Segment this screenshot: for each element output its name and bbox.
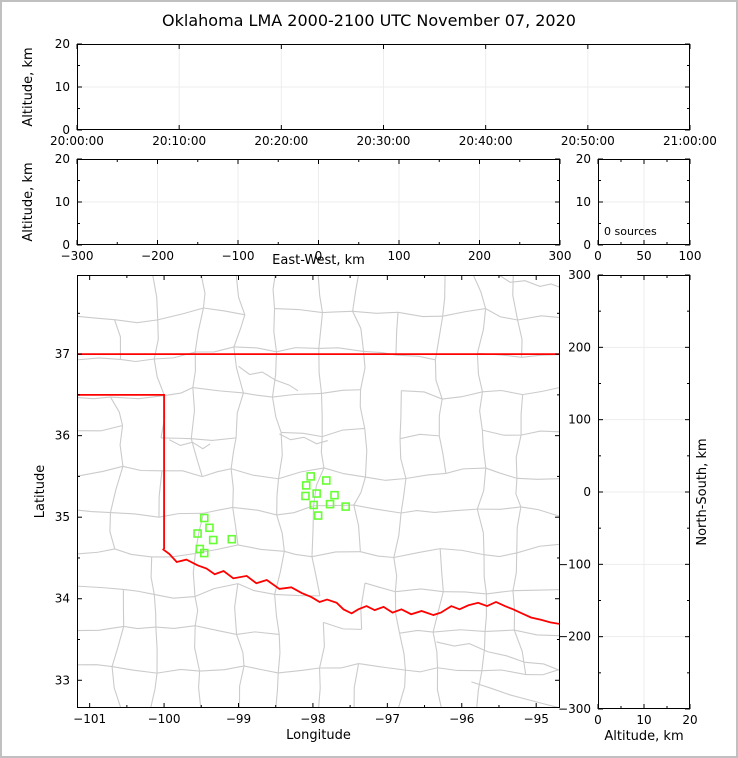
x-tick-label: −300: [61, 249, 94, 263]
river-boundary: [169, 439, 211, 450]
y-tick-label: 100: [568, 413, 591, 427]
x-tick-label: −97: [375, 712, 400, 726]
lma-station-marker: [193, 529, 202, 538]
x-tick-label: 21:00:00: [663, 134, 717, 148]
x-tick-label: −101: [73, 712, 106, 726]
lma-station-marker: [309, 500, 318, 510]
x-tick-label: 10: [636, 713, 651, 727]
y-axis-label: Latitude: [33, 465, 48, 519]
y-tick-label: 300: [568, 268, 591, 282]
x-tick-label: −98: [300, 712, 325, 726]
x-tick-label: −95: [524, 712, 549, 726]
lma-station-marker: [301, 491, 310, 501]
figure-title: Oklahoma LMA 2000-2100 UTC November 07, …: [162, 11, 576, 30]
x-tick-label: 20:30:00: [357, 134, 411, 148]
lma-station-marker: [301, 481, 311, 490]
x-axis-label: Longitude: [286, 728, 351, 743]
x-tick-label: −100: [148, 712, 181, 726]
y-axis-label: North-South, km: [695, 438, 710, 545]
x-tick-label: 50: [636, 249, 651, 263]
y-tick-label: 36: [55, 429, 70, 443]
x-axis-label: Altitude, km: [604, 729, 683, 744]
x-tick-label: 200: [468, 249, 491, 263]
annotation-sources-count: 0 sources: [604, 225, 657, 238]
lma-station-marker: [325, 499, 335, 509]
y-tick-label: 0: [62, 123, 70, 137]
panel-time-height-plot: 20:00:00 20:10:00 20:20:00 20:30:00 20:40:00…: [21, 37, 717, 148]
y-tick-label: 10: [55, 195, 70, 209]
y-tick-label: 33: [55, 673, 70, 687]
panel-alt-histogram-plot: 0 50 100 0 10 20 0 sources: [576, 152, 702, 263]
x-tick-label: −200: [141, 249, 174, 263]
y-tick-label: 200: [568, 340, 591, 354]
y-axis-label: Altitude, km: [21, 47, 36, 126]
y-tick-label: 20: [576, 152, 591, 166]
lma-station-marker: [313, 511, 323, 520]
x-tick-label: 20: [682, 713, 697, 727]
x-tick-label: 20:40:00: [459, 134, 513, 148]
axes-spine: [77, 275, 560, 708]
lma-station-marker: [322, 476, 331, 485]
y-tick-label: 35: [55, 510, 70, 524]
river-boundary: [498, 275, 560, 288]
lma-station-marker: [306, 472, 315, 481]
x-tick-label: −96: [449, 712, 474, 726]
y-tick-label: −200: [558, 630, 591, 644]
y-tick-label: 37: [55, 347, 70, 361]
lma-station-marker: [312, 489, 321, 498]
x-tick-label: 0: [315, 249, 323, 263]
oklahoma-red-river-south-border: [162, 548, 560, 625]
lma-station-marker: [199, 513, 209, 523]
panel-ns-height-plot: 0 10 20 −300 −200 −100 0 100 200 300 Altitude, km N…: [558, 268, 710, 744]
lma-station-marker: [199, 548, 209, 558]
lma-station-marker: [330, 490, 339, 500]
x-tick-label: 0: [594, 713, 602, 727]
x-tick-label: 300: [549, 249, 572, 263]
y-tick-label: 20: [55, 37, 70, 51]
river-boundary: [279, 433, 328, 445]
x-tick-label: 20:50:00: [561, 134, 615, 148]
river-boundary: [238, 365, 299, 392]
lma-station-marker: [205, 523, 214, 533]
y-tick-label: −100: [558, 557, 591, 571]
x-tick-label: 100: [388, 249, 411, 263]
river-boundary: [471, 681, 560, 708]
y-tick-label: 34: [55, 592, 70, 606]
lma-station-marker: [208, 535, 218, 545]
x-tick-label: 100: [679, 249, 702, 263]
x-tick-label: 20:00:00: [50, 134, 104, 148]
y-tick-label: 0: [583, 485, 591, 499]
x-tick-label: −99: [226, 712, 251, 726]
y-tick-label: 10: [576, 195, 591, 209]
x-tick-label: 0: [594, 249, 602, 263]
y-tick-label: 10: [55, 80, 70, 94]
x-tick-label: −100: [222, 249, 255, 263]
panel-map-plot: −101 −100 −99 −98 −97 −96 −95 33 34 35 36 37 Longitu…: [33, 275, 560, 743]
y-tick-label: 20: [55, 152, 70, 166]
oklahoma-panhandle-and-west-border: [77, 393, 165, 549]
y-axis-label: Altitude, km: [21, 162, 36, 241]
y-tick-label: 0: [583, 238, 591, 252]
x-axis-label: East-West, km: [272, 253, 365, 268]
county-boundaries: [77, 275, 560, 708]
river-boundary: [436, 641, 560, 672]
lma-station-marker: [341, 502, 350, 511]
x-tick-label: 20:20:00: [254, 134, 308, 148]
y-tick-label: −300: [558, 702, 591, 716]
panel-ew-height-plot: −300 −200 −100 0 100 200 300 0 10 20 East-West, km…: [21, 152, 571, 268]
y-tick-label: 0: [62, 238, 70, 252]
x-tick-label: 20:10:00: [152, 134, 206, 148]
lma-station-marker: [227, 534, 237, 544]
